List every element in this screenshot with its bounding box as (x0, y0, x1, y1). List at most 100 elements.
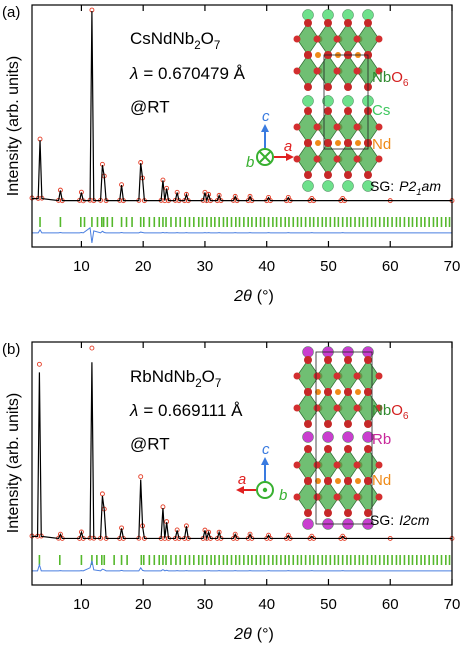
oxygen-atom (375, 35, 383, 43)
space-group-part: I2cm (399, 512, 430, 528)
oxygen-atom (364, 445, 372, 453)
oxygen-atom (353, 123, 361, 131)
oxygen-atom (324, 107, 332, 115)
observed-point (247, 193, 253, 199)
observed-point (99, 491, 105, 497)
space-group-part: 1 (416, 187, 421, 198)
a-arrow-head (286, 153, 294, 161)
a-site-atom (342, 95, 354, 107)
oxygen-atom (353, 493, 361, 501)
oxygen-atom (375, 372, 383, 380)
octahedra-label-part: 6 (403, 78, 409, 89)
oxygen-atom (304, 477, 312, 485)
oxygen-atom (324, 477, 332, 485)
formula: CsNdNb2O7 (130, 29, 220, 52)
x-tick-label: 30 (197, 596, 214, 613)
oxygen-atom (313, 123, 321, 131)
oxygen-atom (304, 420, 312, 428)
oxygen-atom (344, 477, 352, 485)
oxygen-atom (353, 372, 361, 380)
oxygen-atom (324, 19, 332, 27)
octahedra-label: NbO6 (372, 69, 409, 89)
oxygen-atom (304, 356, 312, 364)
oxygen-atom (304, 171, 312, 179)
oxygen-atom (375, 461, 383, 469)
a-site-atom (362, 9, 374, 21)
oxygen-atom (333, 123, 341, 131)
calculated-curve (32, 11, 452, 203)
oxygen-atom (344, 171, 352, 179)
a-site-atom (322, 180, 334, 192)
x-tick-label: 20 (135, 258, 152, 275)
x-tick-label: 40 (258, 258, 275, 275)
octahedra-label-part: Nb (372, 402, 391, 419)
oxygen-atom (293, 123, 301, 131)
a-arrow-head (236, 486, 244, 494)
oxygen-atom (344, 19, 352, 27)
x-axis-label: 2θ (°) (233, 626, 274, 643)
octahedra-label-part: O (391, 69, 403, 86)
oxygen-atom (364, 19, 372, 27)
oxygen-atom (324, 356, 332, 364)
oxygen-atom (324, 139, 332, 147)
formula-part: 7 (215, 378, 221, 390)
difference-curve (32, 560, 452, 572)
x-axis-label-part: 2θ (233, 288, 252, 305)
b-axis-symbol (256, 481, 274, 499)
a-site-atom (342, 180, 354, 192)
b-axis-label: b (246, 154, 254, 171)
formula-part: RbNdNb (130, 367, 195, 386)
oxygen-atom (375, 67, 383, 75)
oxygen-atom (324, 83, 332, 91)
calculated-curve (32, 362, 452, 541)
oxygen-atom (364, 420, 372, 428)
a-site-atom (322, 95, 334, 107)
octahedra-label-part: Nb (372, 69, 391, 86)
space-group-part: SG: (370, 178, 394, 194)
c-arrow-head (261, 124, 269, 132)
plot-frame (31, 341, 453, 586)
oxygen-atom (324, 388, 332, 396)
oxygen-atom (324, 420, 332, 428)
observed-point (247, 531, 253, 537)
oxygen-atom (304, 51, 312, 59)
a-site-atom (302, 180, 314, 192)
a-site-atom (342, 9, 354, 21)
oxygen-atom (333, 493, 341, 501)
oxygen-atom (333, 155, 341, 163)
oxygen-atom (344, 388, 352, 396)
oxygen-atom (324, 445, 332, 453)
space-group-part: am (422, 178, 442, 194)
c-arrow-head (261, 457, 269, 465)
a-axis-label: a (238, 471, 246, 488)
oxygen-atom (313, 493, 321, 501)
c-axis-label: c (262, 441, 270, 458)
nd-atom (315, 52, 321, 58)
oxygen-atom (313, 67, 321, 75)
nd-atom (355, 478, 361, 484)
formula-part: CsNdNb (130, 29, 194, 48)
unit-cell (315, 351, 373, 525)
observed-point (232, 193, 238, 199)
formula-part: O (202, 367, 215, 386)
nd-atom (335, 140, 341, 146)
oxygen-atom (353, 461, 361, 469)
observed-point (216, 192, 222, 198)
a-site-atom (342, 431, 354, 443)
a-site-atom (302, 431, 314, 443)
oxygen-atom (304, 388, 312, 396)
wavelength: λ = 0.670479 Å (129, 64, 246, 83)
oxygen-atom (304, 509, 312, 517)
oxygen-atom (364, 356, 372, 364)
oxygen-atom (344, 420, 352, 428)
oxygen-atom (353, 155, 361, 163)
x-tick-label: 60 (382, 596, 399, 613)
x-tick-label: 70 (444, 258, 461, 275)
b-axis-label: b (279, 487, 287, 504)
wavelength-part: λ (129, 401, 138, 420)
wavelength-part: λ (129, 64, 138, 83)
x-axis-label-part: (°) (257, 288, 274, 305)
x-tick-label: 20 (135, 596, 152, 613)
oxygen-atom (353, 67, 361, 75)
octahedra-label-part: O (391, 402, 403, 419)
